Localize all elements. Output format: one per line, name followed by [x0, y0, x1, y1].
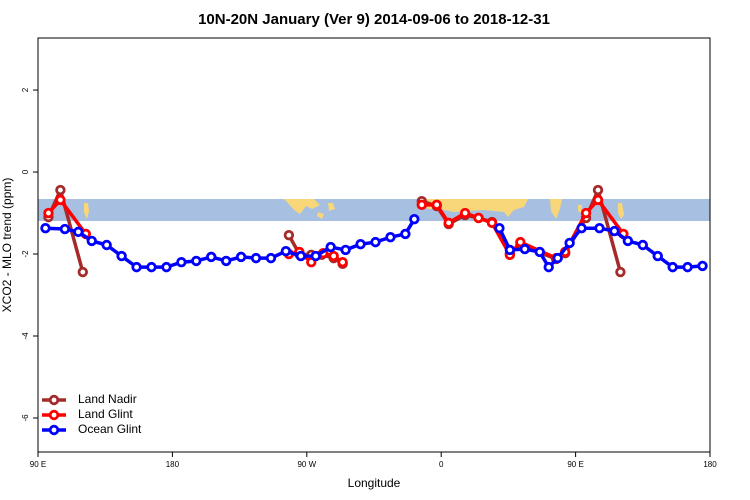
y-tick-label: -4: [21, 332, 30, 340]
data-point: [220, 255, 232, 267]
data-point: [340, 244, 351, 256]
x-tick-label: 90 E: [30, 460, 46, 469]
x-tick-label: 180: [703, 460, 717, 469]
legend-label: Land Glint: [78, 407, 133, 421]
data-point: [486, 217, 498, 229]
data-point: [191, 255, 202, 267]
data-point: [146, 261, 157, 273]
data-point: [86, 235, 97, 247]
data-point: [43, 207, 54, 219]
data-point: [443, 217, 454, 229]
data-point: [682, 261, 693, 273]
data-point: [400, 228, 411, 240]
data-point: [416, 199, 427, 211]
ocean-band: [38, 199, 710, 221]
data-point: [652, 250, 663, 262]
data-point: [101, 239, 112, 251]
data-point: [325, 241, 336, 253]
data-point: [265, 252, 277, 264]
data-point: [59, 223, 71, 235]
data-point: [552, 252, 563, 264]
land-patch: [578, 205, 582, 213]
land-patch: [84, 203, 89, 219]
data-point: [667, 261, 678, 273]
data-point: [280, 245, 292, 257]
x-tick-label: 0: [439, 460, 444, 469]
data-point: [594, 222, 605, 234]
data-point: [622, 235, 634, 247]
land-patch: [618, 203, 624, 219]
legend-marker: [48, 409, 60, 421]
y-tick-label: -6: [21, 414, 30, 422]
y-tick-label: 0: [21, 169, 30, 174]
y-axis-label: XCO2 - MLO trend (ppm): [0, 178, 14, 313]
plot-frame: [37, 37, 711, 453]
data-point: [473, 212, 484, 224]
data-point: [519, 243, 531, 255]
data-point: [534, 246, 545, 258]
x-tick-label: 180: [166, 460, 180, 469]
land-patch: [284, 199, 320, 214]
data-point: [592, 194, 604, 206]
data-point: [328, 250, 339, 262]
data-point: [40, 222, 51, 234]
data-point: [543, 261, 554, 273]
data-point: [283, 229, 295, 241]
data-point: [55, 194, 66, 206]
data-point: [250, 252, 262, 264]
data-point: [515, 236, 526, 248]
x-tick-label: 90 E: [567, 460, 583, 469]
data-point: [355, 238, 366, 250]
legend-label: Ocean Glint: [78, 422, 142, 436]
data-point: [576, 222, 587, 234]
data-point: [235, 251, 247, 263]
data-point: [385, 232, 396, 243]
x-axis-label: Longitude: [348, 476, 401, 490]
data-point: [310, 250, 321, 262]
data-point: [73, 226, 84, 238]
data-point: [161, 261, 172, 273]
data-point: [116, 250, 127, 262]
series: [40, 213, 708, 273]
data-point: [431, 199, 442, 211]
data-point: [592, 184, 604, 196]
data-point: [370, 236, 381, 248]
data-point: [295, 250, 307, 262]
y-tick-label: -2: [21, 250, 30, 258]
data-point: [409, 213, 420, 225]
x-tick-label: 90 W: [297, 460, 316, 469]
data-point: [77, 266, 88, 278]
land-patch: [328, 203, 335, 211]
data-point: [337, 257, 348, 268]
data-point: [55, 184, 66, 196]
data-point: [206, 251, 217, 263]
data-point: [697, 260, 708, 272]
map-strip: [38, 199, 710, 221]
land-patch: [550, 199, 562, 219]
data-point: [637, 239, 648, 251]
legend-marker: [48, 394, 60, 406]
y-tick-label: 2: [21, 87, 30, 92]
land-patch: [420, 199, 528, 217]
data-point: [564, 237, 575, 249]
legend-marker: [48, 424, 60, 436]
data-point: [176, 257, 187, 268]
data-point: [609, 225, 620, 237]
data-point: [494, 222, 505, 234]
land-patch: [317, 212, 324, 219]
data-point: [580, 207, 592, 219]
data-point: [504, 244, 516, 256]
data-point: [615, 266, 626, 278]
data-point: [131, 261, 142, 273]
legend-label: Land Nadir: [78, 392, 137, 406]
chart-title: 10N-20N January (Ver 9) 2014-09-06 to 20…: [198, 11, 550, 28]
data-point: [459, 207, 471, 219]
